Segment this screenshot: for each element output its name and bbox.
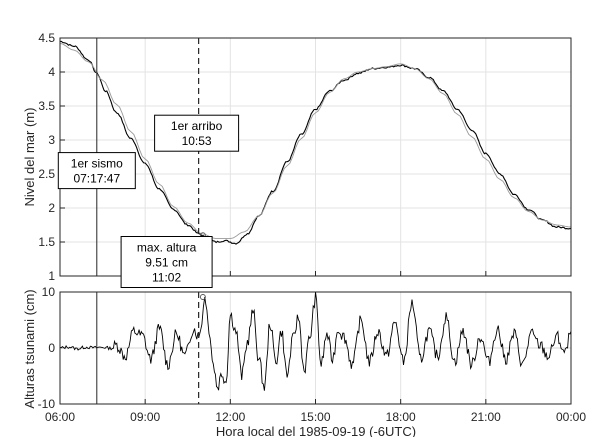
earthquake-annotation-text: 1er sismo [71, 157, 123, 171]
sea-level-y-tick-label: 2.5 [38, 167, 55, 181]
sea-level-predicted-line [59, 42, 572, 240]
first-arrival-annotation-text: 1er arribo [171, 119, 223, 133]
sea-level-y-tick-label: 4 [48, 65, 55, 79]
x-tick-label: 18:00 [386, 410, 416, 424]
x-tick-label: 00:00 [556, 410, 586, 424]
sea-level-y-tick-label: 4.5 [38, 31, 55, 45]
sea-level-y-axis-label: Nivel del mar (m) [22, 108, 37, 207]
sea-level-observed-line [60, 40, 572, 245]
sea-level-y-tick-label: 2 [48, 201, 55, 215]
tsunami-max-marker [199, 294, 206, 300]
tsunami-lines [59, 291, 572, 404]
tsunami-y-tick-label: -10 [38, 397, 56, 411]
tsunami-y-axis-label: Alturas tsunami (cm) [22, 289, 37, 408]
x-tick-label: 09:00 [130, 410, 160, 424]
x-tick-label: 15:00 [300, 410, 330, 424]
sea-level-y-tick-label: 1 [48, 269, 55, 283]
x-tick-label: 06:00 [45, 410, 75, 424]
sea-level-y-ticks: 1 1.5 2 2.5 3 3.5 4 4.5 [38, 31, 65, 283]
sea-level-y-tick-label: 3 [48, 133, 55, 147]
earthquake-annotation-text: 07:17:47 [73, 172, 120, 186]
first-arrival-annotation-box [154, 114, 240, 152]
x-tick-label: 12:00 [215, 410, 245, 424]
tsunami-residual-line [59, 291, 572, 391]
tsunami-y-tick-label: 10 [42, 285, 56, 299]
x-tick-label: 21:00 [471, 410, 501, 424]
tsunami-plot-frame [59, 291, 572, 405]
first-arrival-annotation-text: 10:53 [182, 134, 212, 148]
x-axis-label: Hora local del 1985-09-19 (-6UTC) [216, 424, 416, 437]
max-height-annotation-text: 11:02 [152, 271, 181, 285]
tsunami-y-tick-label: 0 [48, 341, 55, 355]
sea-level-y-tick-label: 1.5 [38, 235, 55, 249]
tsunami-x-ticks: 06:00 09:00 12:00 15:00 18:00 21:00 00:00 [45, 271, 586, 424]
max-height-annotation-text: 9.51 cm [145, 256, 188, 270]
earthquake-annotation-box [57, 152, 136, 190]
max-height-annotation-text: max. altura [137, 241, 197, 255]
tsunami-panel: -10 0 10 06:00 09:00 12:00 15:00 18:00 21:00 00:… [22, 271, 586, 437]
max-height-annotation-box [120, 236, 213, 288]
tsunami-y-ticks: -10 0 10 [38, 285, 65, 411]
sea-level-y-tick-label: 3.5 [38, 99, 55, 113]
